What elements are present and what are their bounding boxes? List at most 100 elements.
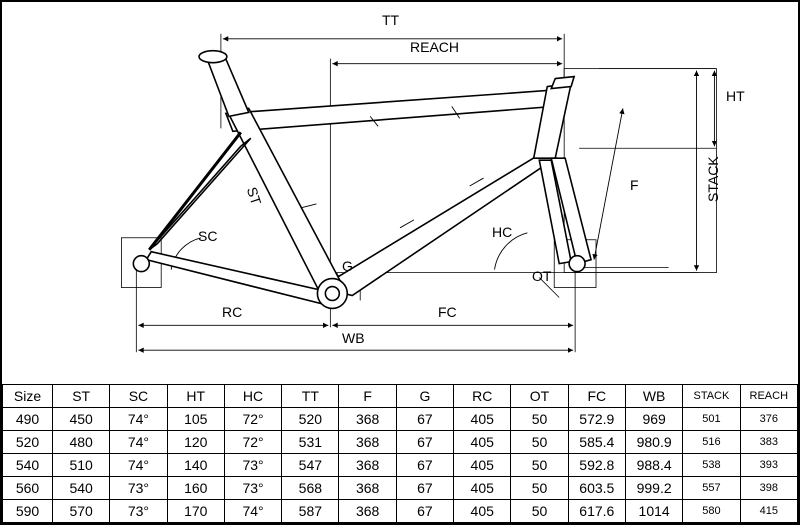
label-ot: OT xyxy=(532,268,551,284)
col-st: ST xyxy=(53,385,110,408)
table-cell: 376 xyxy=(740,408,797,431)
table-cell: 587 xyxy=(282,500,339,523)
bike-frame-diagram: TT REACH HT STACK F ST SC HC G OT RC FC … xyxy=(2,2,798,384)
table-cell: 120 xyxy=(167,431,224,454)
table-body: 49045074°10572°5203686740550572.99695013… xyxy=(3,408,798,523)
table-cell: 67 xyxy=(396,431,453,454)
table-cell: 501 xyxy=(683,408,740,431)
table-cell: 50 xyxy=(511,477,568,500)
table-cell: 405 xyxy=(454,431,511,454)
table-cell: 140 xyxy=(167,454,224,477)
table-row: 56054073°16073°5683686740550603.5999.255… xyxy=(3,477,798,500)
table-cell: 980.9 xyxy=(625,431,682,454)
label-tt: TT xyxy=(382,12,399,28)
table-cell: 580 xyxy=(683,500,740,523)
table-cell: 160 xyxy=(167,477,224,500)
table-cell: 592.8 xyxy=(568,454,625,477)
table-cell: 67 xyxy=(396,408,453,431)
table-cell: 557 xyxy=(683,477,740,500)
col-size: Size xyxy=(3,385,53,408)
table-cell: 516 xyxy=(683,431,740,454)
label-stack: STACK xyxy=(705,156,721,202)
table-header: SizeSTSCHTHCTTFGRCOTFCWBSTACKREACH xyxy=(3,385,798,408)
table-cell: 50 xyxy=(511,500,568,523)
table-cell: 368 xyxy=(339,454,396,477)
table-cell: 520 xyxy=(282,408,339,431)
table-cell: 368 xyxy=(339,477,396,500)
table-cell: 67 xyxy=(396,500,453,523)
table-cell: 170 xyxy=(167,500,224,523)
label-sc: SC xyxy=(198,228,217,244)
table-cell: 450 xyxy=(53,408,110,431)
table-cell: 547 xyxy=(282,454,339,477)
table-cell: 74° xyxy=(110,454,167,477)
col-hc: HC xyxy=(224,385,281,408)
table-cell: 393 xyxy=(740,454,797,477)
table-cell: 969 xyxy=(625,408,682,431)
table-cell: 540 xyxy=(3,454,53,477)
table-row: 49045074°10572°5203686740550572.99695013… xyxy=(3,408,798,431)
table-cell: 67 xyxy=(396,477,453,500)
label-wb: WB xyxy=(342,330,365,346)
table-cell: 72° xyxy=(224,408,281,431)
table-cell: 50 xyxy=(511,431,568,454)
table-cell: 74° xyxy=(110,408,167,431)
table-cell: 368 xyxy=(339,500,396,523)
table-cell: 568 xyxy=(282,477,339,500)
table-cell: 570 xyxy=(53,500,110,523)
table-cell: 73° xyxy=(224,454,281,477)
table-cell: 585.4 xyxy=(568,431,625,454)
col-wb: WB xyxy=(625,385,682,408)
table-cell: 383 xyxy=(740,431,797,454)
table-cell: 590 xyxy=(3,500,53,523)
table-cell: 368 xyxy=(339,431,396,454)
table-cell: 73° xyxy=(224,477,281,500)
col-tt: TT xyxy=(282,385,339,408)
table-cell: 368 xyxy=(339,408,396,431)
col-f: F xyxy=(339,385,396,408)
table-cell: 520 xyxy=(3,431,53,454)
col-stack: STACK xyxy=(683,385,740,408)
table-cell: 538 xyxy=(683,454,740,477)
table-cell: 531 xyxy=(282,431,339,454)
label-f: F xyxy=(630,177,639,193)
table-cell: 67 xyxy=(396,454,453,477)
table-cell: 988.4 xyxy=(625,454,682,477)
col-g: G xyxy=(396,385,453,408)
col-rc: RC xyxy=(454,385,511,408)
col-fc: FC xyxy=(568,385,625,408)
table-cell: 50 xyxy=(511,408,568,431)
col-ot: OT xyxy=(511,385,568,408)
label-reach: REACH xyxy=(410,39,459,55)
table-cell: 617.6 xyxy=(568,500,625,523)
col-ht: HT xyxy=(167,385,224,408)
table-cell: 572.9 xyxy=(568,408,625,431)
table-cell: 405 xyxy=(454,477,511,500)
diagram-svg xyxy=(2,2,798,384)
table-cell: 415 xyxy=(740,500,797,523)
table-cell: 74° xyxy=(224,500,281,523)
table-cell: 73° xyxy=(110,500,167,523)
table-cell: 999.2 xyxy=(625,477,682,500)
table-cell: 405 xyxy=(454,454,511,477)
label-hc: HC xyxy=(492,224,512,240)
table-cell: 50 xyxy=(511,454,568,477)
table-cell: 480 xyxy=(53,431,110,454)
label-fc: FC xyxy=(438,304,457,320)
table-cell: 398 xyxy=(740,477,797,500)
table-cell: 1014 xyxy=(625,500,682,523)
table-row: 59057073°17074°5873686740550617.61014580… xyxy=(3,500,798,523)
geometry-table: SizeSTSCHTHCTTFGRCOTFCWBSTACKREACH 49045… xyxy=(2,384,798,523)
table-row: 52048074°12072°5313686740550585.4980.951… xyxy=(3,431,798,454)
table-row: 54051074°14073°5473686740550592.8988.453… xyxy=(3,454,798,477)
table-cell: 405 xyxy=(454,408,511,431)
table-cell: 510 xyxy=(53,454,110,477)
label-g: G xyxy=(342,258,353,274)
table-cell: 105 xyxy=(167,408,224,431)
table-cell: 405 xyxy=(454,500,511,523)
table-cell: 73° xyxy=(110,477,167,500)
table-cell: 603.5 xyxy=(568,477,625,500)
table-cell: 560 xyxy=(3,477,53,500)
label-ht: HT xyxy=(726,88,745,104)
table-cell: 540 xyxy=(53,477,110,500)
